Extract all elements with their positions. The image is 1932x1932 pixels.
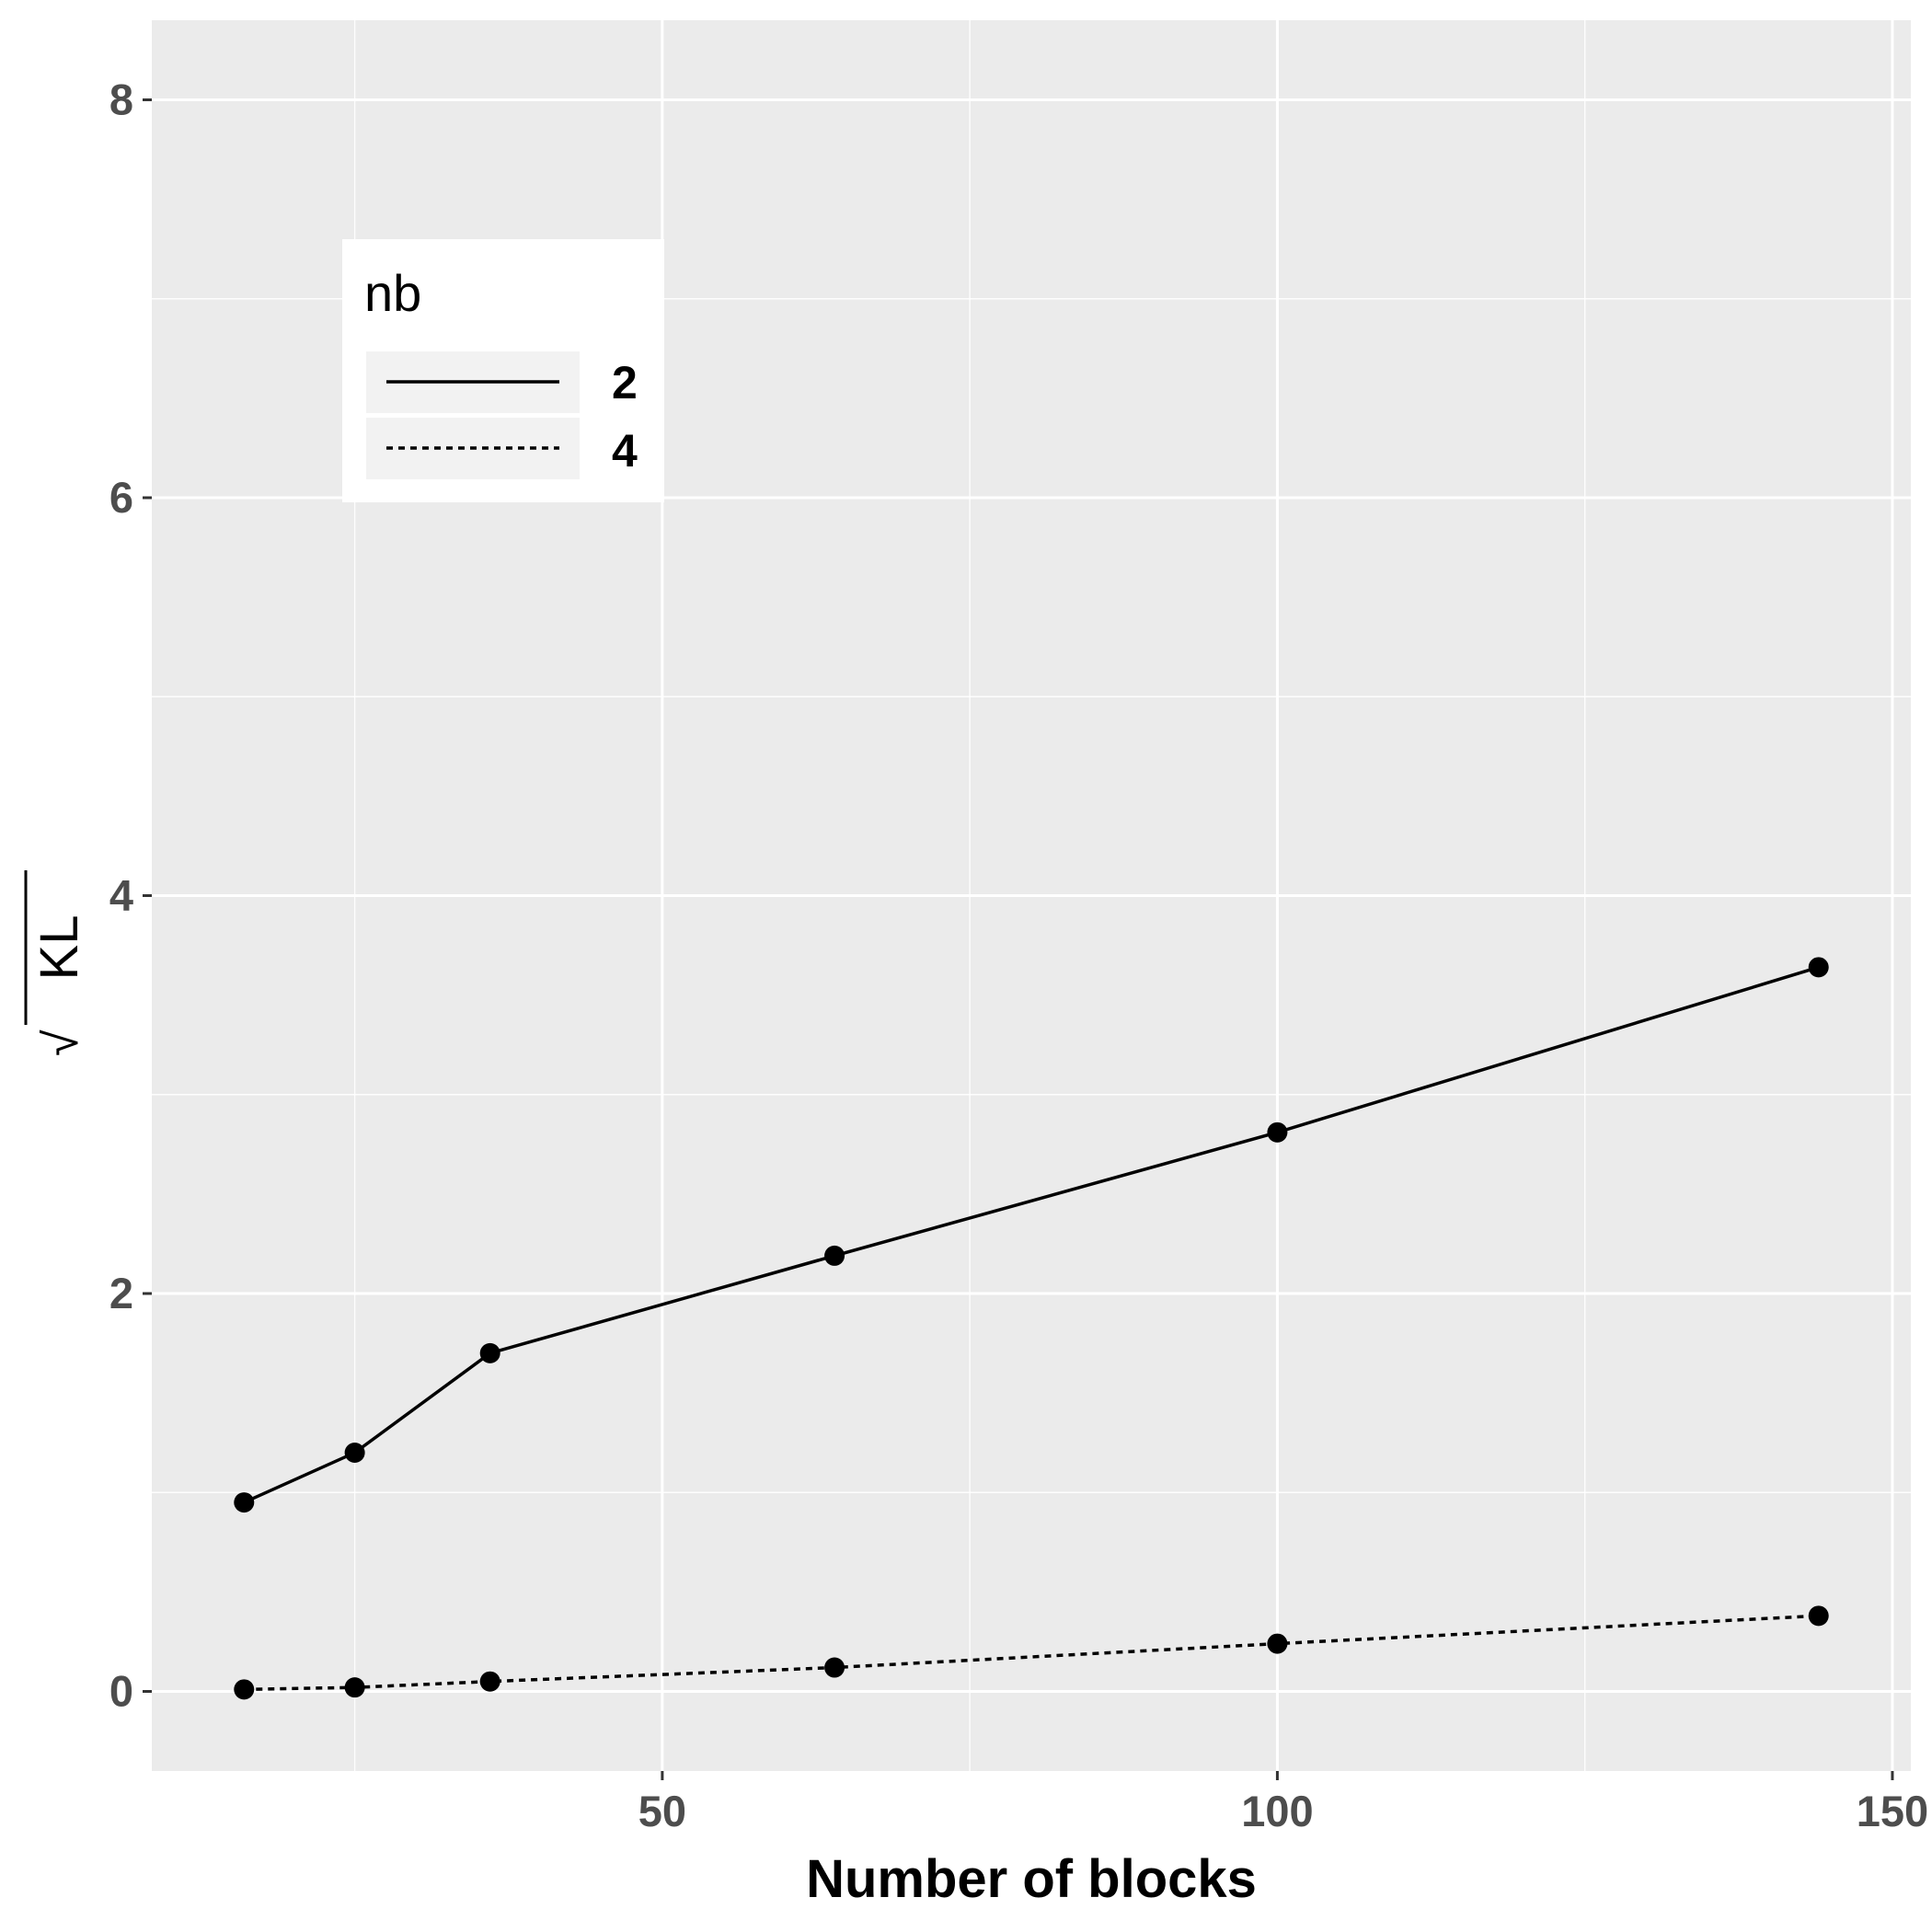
x-tick-label-150: 150	[1857, 1787, 1928, 1835]
y-axis-title: √ KL	[24, 870, 89, 1056]
x-tick-label-50: 50	[638, 1787, 686, 1835]
y-tick-label-2: 2	[109, 1269, 133, 1317]
axis-ticks	[143, 98, 1894, 1780]
legend: nb 2 4	[342, 239, 664, 502]
data-point-2-64	[824, 1245, 845, 1266]
y-axis-title-radical: √	[35, 1029, 88, 1056]
tick-labels: 0 2 4 6 8 50 100 150	[109, 75, 1928, 1836]
series-line-2	[243, 965, 1820, 1504]
data-point-4-64	[824, 1657, 845, 1678]
series-layer	[234, 957, 1829, 1700]
y-tick-label-8: 8	[109, 75, 133, 124]
data-point-2-144	[1808, 957, 1829, 978]
data-point-4-144	[1808, 1605, 1829, 1627]
data-point-2-100	[1267, 1121, 1288, 1143]
y-axis-title-radicand: KL	[29, 915, 89, 981]
x-tick-label-100: 100	[1241, 1787, 1313, 1835]
data-point-4-25	[344, 1677, 365, 1698]
data-point-4-36	[479, 1671, 500, 1692]
data-point-2-16	[234, 1492, 255, 1513]
data-point-4-16	[234, 1679, 255, 1700]
data-point-4-100	[1267, 1633, 1288, 1654]
legend-title: nb	[364, 264, 421, 322]
y-tick-label-6: 6	[109, 473, 133, 522]
y-tick-label-4: 4	[109, 871, 133, 920]
y-tick-label-0: 0	[109, 1667, 133, 1716]
legend-label-2: 2	[612, 357, 638, 408]
data-point-2-36	[479, 1342, 500, 1363]
series-line-4	[244, 1614, 1819, 1692]
data-point-2-25	[344, 1443, 365, 1463]
legend-label-4: 4	[612, 425, 638, 477]
x-axis-title: Number of blocks	[806, 1849, 1257, 1909]
